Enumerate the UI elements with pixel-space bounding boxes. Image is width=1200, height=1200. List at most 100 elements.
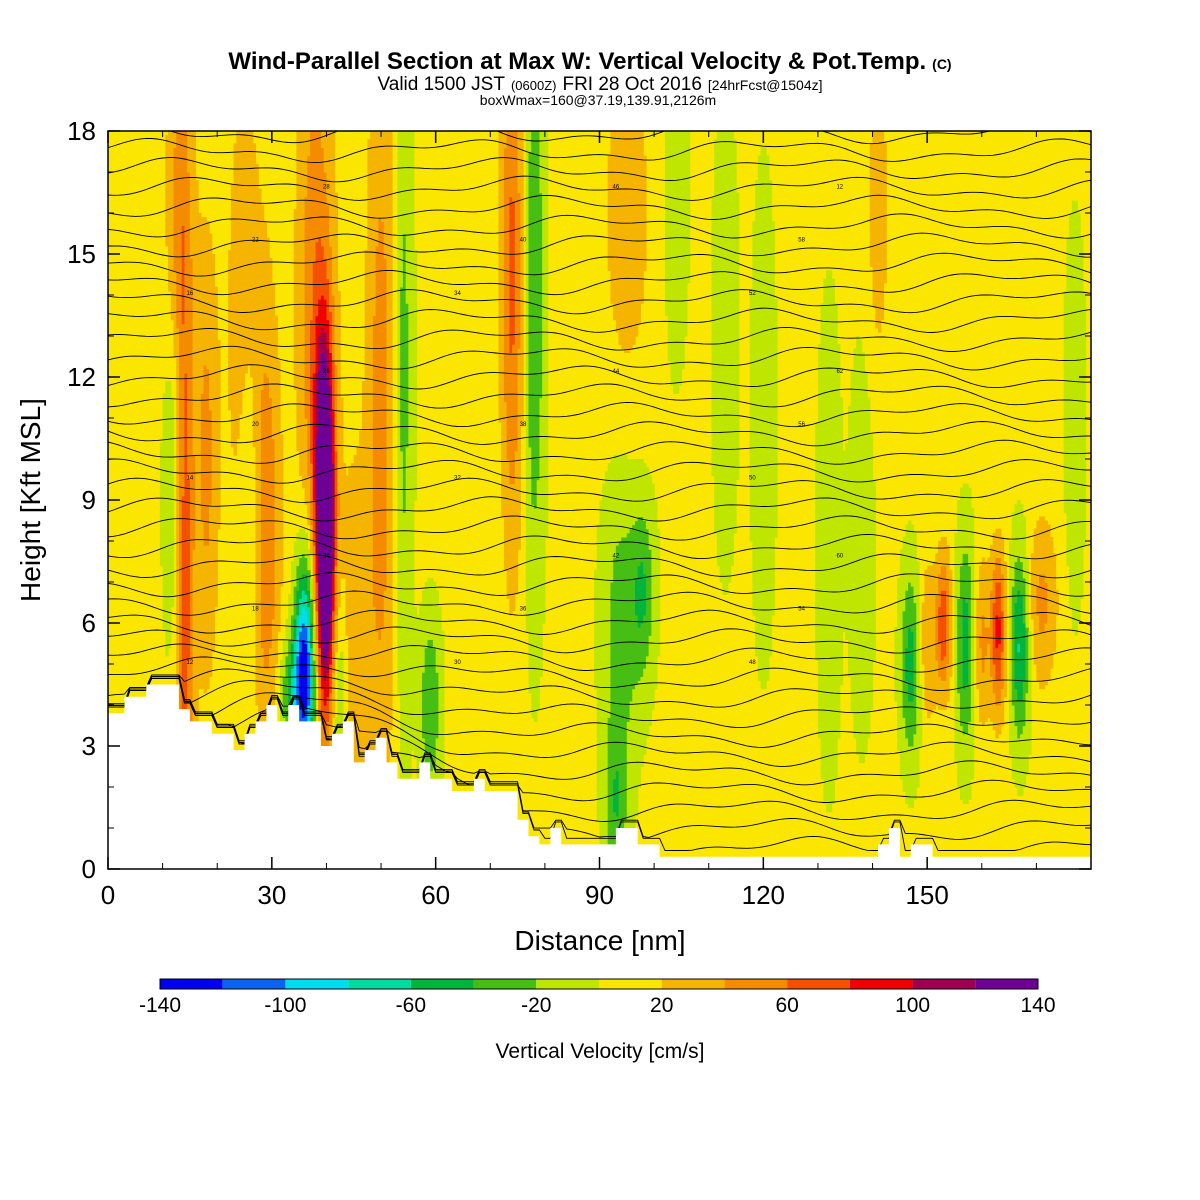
velocity-cell	[260, 422, 265, 427]
velocity-cell	[211, 627, 216, 632]
velocity-cell	[249, 139, 254, 144]
velocity-cell	[260, 434, 265, 440]
velocity-cell	[187, 245, 191, 251]
velocity-cell	[274, 557, 278, 563]
velocity-cell	[198, 213, 202, 218]
velocity-cell	[206, 598, 210, 604]
velocity-cell	[211, 569, 216, 575]
velocity-cell	[184, 233, 188, 239]
velocity-cell	[269, 348, 273, 353]
velocity-cell	[239, 282, 243, 288]
velocity-cell	[209, 495, 213, 501]
velocity-cell	[236, 266, 240, 271]
velocity-cell	[184, 204, 188, 210]
velocity-cell	[168, 172, 172, 177]
velocity-cell	[200, 368, 205, 374]
velocity-cell	[266, 594, 270, 599]
velocity-cell	[282, 717, 287, 722]
velocity-cell	[233, 217, 237, 222]
velocity-cell	[241, 167, 246, 173]
velocity-cell	[228, 249, 232, 255]
velocity-cell	[195, 336, 199, 341]
velocity-cell	[236, 155, 240, 161]
velocity-cell	[181, 155, 186, 161]
velocity-cell	[165, 647, 169, 653]
velocity-cell	[274, 336, 278, 341]
velocity-cell	[266, 631, 270, 636]
velocity-cell	[230, 368, 235, 374]
velocity-cell	[252, 385, 257, 390]
velocity-cell	[178, 532, 183, 538]
velocity-cell	[195, 676, 199, 681]
velocity-cell	[176, 188, 180, 194]
velocity-cell	[263, 467, 267, 472]
velocity-cell	[236, 151, 240, 157]
velocity-cell	[277, 491, 281, 497]
velocity-cell	[288, 672, 292, 677]
velocity-cell	[200, 319, 205, 325]
velocity-cell	[181, 438, 186, 444]
velocity-cell	[184, 389, 188, 394]
velocity-cell	[288, 668, 292, 673]
velocity-cell	[239, 180, 243, 185]
velocity-cell	[280, 692, 284, 698]
velocity-cell	[217, 348, 221, 353]
velocity-cell	[290, 623, 295, 628]
velocity-cell	[203, 491, 207, 497]
velocity-cell	[258, 266, 262, 271]
velocity-cell	[260, 430, 265, 435]
velocity-cell	[252, 176, 257, 181]
velocity-cell	[165, 520, 169, 526]
velocity-cell	[271, 508, 276, 513]
velocity-cell	[236, 192, 240, 198]
velocity-cell	[184, 327, 188, 333]
velocity-cell	[178, 434, 183, 440]
velocity-cell	[178, 610, 183, 616]
velocity-cell	[255, 311, 259, 317]
velocity-cell	[271, 582, 276, 587]
velocity-cell	[277, 426, 281, 431]
velocity-cell	[176, 590, 180, 595]
velocity-cell	[170, 204, 175, 210]
velocity-cell	[181, 241, 186, 247]
velocity-cell	[176, 348, 180, 353]
velocity-cell	[269, 438, 273, 444]
velocity-cell	[241, 188, 246, 194]
velocity-cell	[280, 668, 284, 673]
velocity-cell	[255, 446, 259, 452]
velocity-cell	[200, 577, 205, 583]
velocity-cell	[247, 352, 251, 358]
velocity-cell	[198, 610, 202, 616]
velocity-cell	[187, 594, 191, 599]
velocity-cell	[299, 561, 303, 567]
velocity-cell	[181, 450, 186, 456]
velocity-cell	[239, 241, 243, 247]
velocity-cell	[241, 352, 246, 358]
velocity-cell	[206, 668, 210, 673]
velocity-cell	[200, 307, 205, 312]
velocity-cell	[233, 249, 237, 255]
velocity-cell	[184, 344, 188, 349]
velocity-cell	[192, 348, 196, 353]
velocity-cell	[187, 274, 191, 280]
velocity-cell	[209, 454, 213, 460]
velocity-cell	[258, 426, 262, 431]
velocity-cell	[266, 471, 270, 476]
velocity-cell	[211, 463, 216, 468]
velocity-cell	[293, 221, 298, 226]
velocity-cell	[187, 336, 191, 341]
velocity-cell	[170, 262, 175, 267]
velocity-cell	[258, 483, 262, 489]
velocity-cell	[162, 463, 166, 468]
velocity-cell	[230, 426, 235, 431]
velocity-cell	[241, 360, 246, 366]
velocity-cell	[269, 336, 273, 341]
velocity-cell	[181, 167, 186, 173]
velocity-cell	[189, 344, 194, 349]
velocity-cell	[299, 705, 303, 710]
velocity-cell	[176, 249, 180, 255]
velocity-cell	[258, 561, 262, 567]
velocity-cell	[249, 331, 254, 337]
velocity-cell	[200, 413, 205, 419]
